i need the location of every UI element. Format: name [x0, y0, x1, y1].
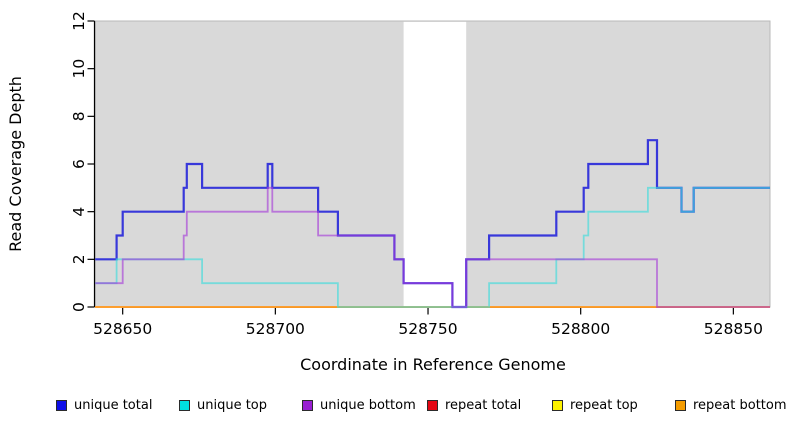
legend-swatch-repeat-bottom — [675, 400, 686, 411]
y-tick-label: 0 — [70, 302, 88, 312]
legend-label: repeat total — [445, 398, 522, 413]
x-tick-label: 528700 — [246, 320, 305, 338]
coverage-gap-band — [403, 21, 467, 308]
legend-swatch-repeat-top — [552, 400, 563, 411]
legend-swatch-unique-bottom — [302, 400, 313, 411]
legend-item-repeat-total: repeat total — [427, 398, 521, 413]
legend-label: repeat top — [570, 398, 638, 413]
legend: unique total unique top unique bottom repea… — [0, 398, 792, 426]
legend-item-unique-total: unique total — [56, 398, 152, 413]
y-tick-label: 8 — [70, 111, 88, 121]
y-axis-title: Read Coverage Depth — [6, 76, 25, 252]
y-tick-label: 10 — [70, 59, 88, 79]
legend-label: repeat bottom — [693, 398, 787, 413]
legend-swatch-unique-top — [179, 400, 190, 411]
y-tick-label: 2 — [70, 254, 88, 264]
series-lines-layer — [95, 139, 770, 309]
x-tick-label: 528650 — [93, 320, 152, 338]
legend-item-unique-bottom: unique bottom — [302, 398, 416, 413]
x-tick-label: 528750 — [398, 320, 457, 338]
legend-item-repeat-bottom: repeat bottom — [675, 398, 787, 413]
x-axis-title: Coordinate in Reference Genome — [300, 355, 566, 374]
y-tick-label: 4 — [70, 207, 88, 217]
y-tick-label: 6 — [70, 159, 88, 169]
x-tick-label: 528800 — [551, 320, 610, 338]
legend-item-repeat-top: repeat top — [552, 398, 638, 413]
legend-swatch-unique-total — [56, 400, 67, 411]
legend-swatch-repeat-total — [427, 400, 438, 411]
legend-label: unique bottom — [320, 398, 416, 413]
x-tick-label: 528850 — [704, 320, 763, 338]
y-tick-label: 12 — [70, 11, 88, 31]
series-line-unique-bottom — [95, 186, 770, 308]
legend-item-unique-top: unique top — [179, 398, 267, 413]
legend-label: unique total — [74, 398, 153, 413]
legend-label: unique top — [197, 398, 268, 413]
axes-layer: 528650 528700 528750 528800 528850 0 2 4 6 8 10 12 — [70, 11, 763, 338]
